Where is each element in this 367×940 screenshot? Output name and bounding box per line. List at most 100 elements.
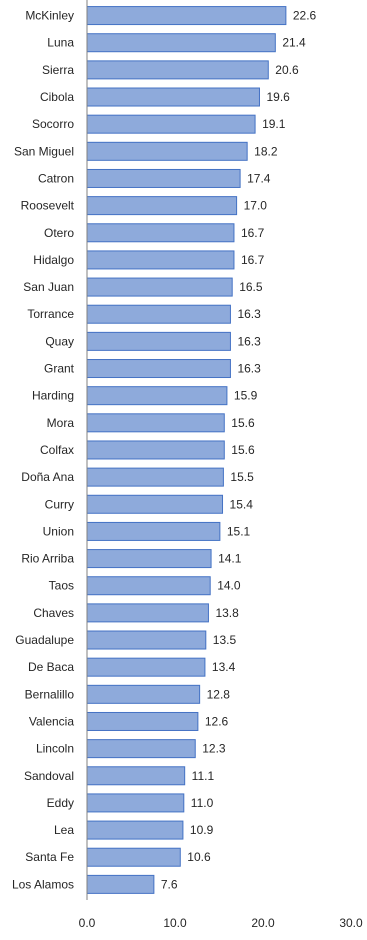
bar-lea [86,820,184,840]
value-label: 10.6 [187,850,211,864]
bar-roosevelt [86,196,238,216]
category-label: Hidalgo [33,253,74,267]
value-label: 7.6 [161,877,178,891]
category-label: Roosevelt [21,199,75,213]
value-label: 13.4 [212,660,236,674]
value-label: 15.1 [227,524,251,538]
bar-mora [86,413,225,433]
category-label: Catron [38,171,74,185]
category-label: Los Alamos [12,877,74,891]
value-label: 15.6 [231,416,255,430]
bar-lincoln [86,739,196,759]
value-label: 16.7 [241,253,265,267]
value-label: 15.4 [230,497,254,511]
bar-san-miguel [86,141,248,161]
category-label: Taos [49,579,74,593]
value-label: 15.9 [234,389,258,403]
bar-otero [86,223,235,243]
category-label: McKinley [25,9,74,23]
value-label: 14.1 [218,552,242,566]
bar-bernalillo [86,684,201,704]
category-label: Chaves [33,606,74,620]
category-label: Mora [47,416,75,430]
bar-mckinley [86,6,287,26]
bar-hidalgo [86,250,235,270]
bar-curry [86,494,224,514]
bar-eddy [86,793,185,813]
category-label: Santa Fe [25,850,74,864]
x-axis-ticks-group: 0.0 10.0 20.0 30.0 [79,916,363,930]
value-label: 11.1 [192,769,215,783]
bar-rio-arriba [86,549,212,569]
value-label: 19.6 [266,90,290,104]
value-label: 12.3 [202,742,226,756]
bar-guadalupe [86,630,207,650]
bar-taos [86,576,211,596]
category-label: Guadalupe [15,633,74,647]
bar-de-baca [86,657,206,677]
value-label: 11.0 [191,796,214,810]
category-label: Union [43,524,74,538]
value-label: 17.0 [244,199,268,213]
category-label: Sierra [42,63,74,77]
x-tick-label: 20.0 [251,916,275,930]
x-tick-label: 0.0 [79,916,96,930]
bar-san-juan [86,277,233,297]
value-label: 20.6 [275,63,299,77]
x-tick-label: 10.0 [163,916,187,930]
bars-group [86,6,287,894]
category-label: De Baca [28,660,74,674]
category-label: Doña Ana [21,470,74,484]
value-label: 21.4 [282,36,306,50]
bar-torrance [86,304,231,324]
category-label: Valencia [29,714,74,728]
category-label: Quay [45,334,74,348]
value-label: 16.5 [239,280,263,294]
value-label: 19.1 [262,117,286,131]
value-label: 16.3 [237,334,261,348]
value-label: 16.3 [237,307,261,321]
category-label: Harding [32,389,74,403]
bar-luna [86,33,276,53]
category-label: Otero [44,226,74,240]
bar-union [86,521,221,541]
category-label: Lea [54,823,74,837]
category-label: Torrance [27,307,74,321]
bar-santa-fe [86,847,181,867]
value-label: 18.2 [254,144,278,158]
bar-do-a-ana [86,467,224,487]
bar-grant [86,359,231,379]
category-label: Lincoln [36,742,74,756]
category-labels-group: McKinley Luna Sierra Cibola Socorro San Migue… [12,9,75,892]
bar-valencia [86,711,199,731]
category-label: Eddy [47,796,74,810]
value-labels-group: 22.6 21.4 20.6 19.6 19.1 18.2 17.4 17.0 16.7 16.7… [161,9,317,892]
value-label: 22.6 [293,9,317,23]
category-label: Rio Arriba [21,552,74,566]
category-label: Grant [44,362,75,376]
category-label: Colfax [40,443,74,457]
bar-catron [86,168,241,188]
bar-cibola [86,87,260,107]
value-label: 16.7 [241,226,265,240]
value-label: 17.4 [247,171,271,185]
bar-sandoval [86,766,186,786]
value-label: 12.6 [205,714,229,728]
value-label: 15.6 [231,443,255,457]
category-label: San Juan [23,280,74,294]
category-label: San Miguel [14,144,74,158]
bar-socorro [86,114,256,134]
bar-sierra [86,60,269,80]
category-label: Cibola [40,90,74,104]
value-label: 10.9 [190,823,214,837]
x-tick-label: 30.0 [339,916,363,930]
bar-quay [86,331,231,351]
bar-colfax [86,440,225,460]
value-label: 12.8 [207,687,231,701]
category-label: Socorro [32,117,74,131]
value-label: 13.8 [215,606,239,620]
value-label: 13.5 [213,633,237,647]
bar-chaves [86,603,209,623]
category-label: Bernalillo [25,687,75,701]
